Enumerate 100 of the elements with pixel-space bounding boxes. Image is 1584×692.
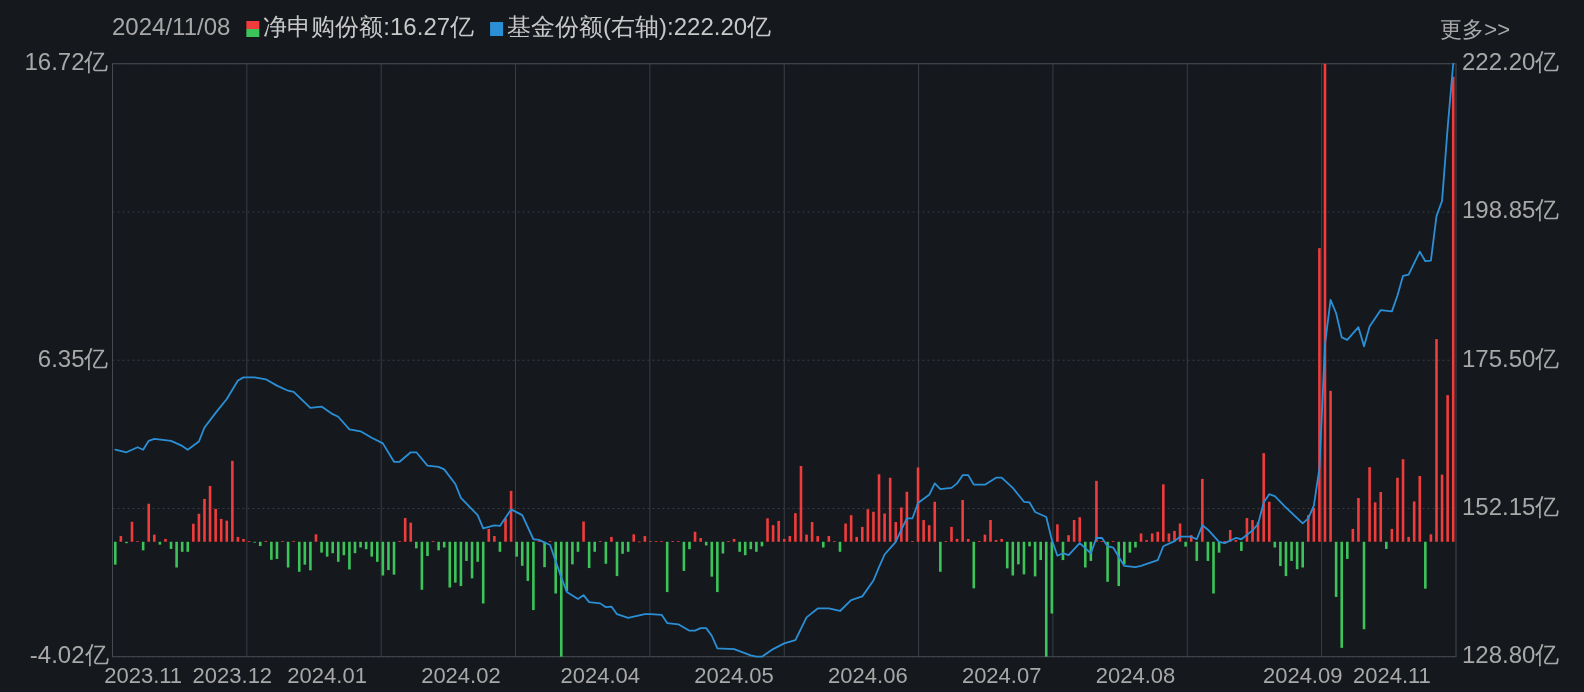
bar: [387, 541, 390, 571]
bar: [376, 541, 379, 562]
bar: [794, 513, 797, 542]
bar: [153, 534, 156, 542]
bar: [415, 541, 418, 549]
bar: [777, 520, 780, 542]
bar: [755, 541, 758, 552]
bar: [593, 541, 597, 552]
bar: [1407, 536, 1410, 542]
x-tick-label: 2024.08: [1095, 663, 1176, 688]
bar: [738, 541, 741, 552]
bar: [1134, 541, 1137, 548]
x-tick-label: 2024.01: [287, 663, 367, 688]
bar: [1039, 541, 1042, 561]
bar: [966, 538, 970, 542]
bar: [894, 522, 898, 542]
y2-tick-label: 222.20亿: [1462, 48, 1560, 76]
bar: [532, 541, 535, 611]
bar: [1418, 476, 1422, 542]
bar: [331, 541, 334, 554]
y-tick-label: 16.72亿: [24, 48, 109, 76]
bar: [1345, 541, 1349, 559]
bar: [336, 541, 340, 562]
bar: [821, 541, 825, 548]
bar: [409, 522, 413, 542]
bar: [214, 508, 217, 542]
bar: [1017, 541, 1020, 565]
bar: [465, 541, 468, 561]
bar: [1240, 541, 1243, 551]
bar: [437, 541, 440, 551]
bar: [487, 528, 491, 542]
bar: [1044, 541, 1048, 657]
x-tick-label: 2024.05: [694, 663, 774, 688]
x-tick-label: 2024.02: [421, 663, 501, 688]
legend-label: 净申购份额:16.27亿: [263, 13, 475, 41]
bar: [766, 518, 769, 542]
bar: [872, 511, 875, 542]
bar: [258, 541, 262, 547]
bar: [1435, 339, 1438, 542]
bar: [192, 523, 195, 542]
bar: [610, 536, 613, 542]
bar: [1106, 541, 1109, 582]
bar: [621, 541, 624, 554]
bar: [816, 536, 819, 542]
bar: [1117, 541, 1121, 587]
bar: [426, 541, 429, 557]
y2-tick-label: 175.50亿: [1462, 344, 1560, 372]
bar: [309, 541, 312, 571]
bar: [883, 513, 886, 542]
x-tick-label: 2024.04: [560, 663, 641, 688]
bar: [743, 541, 747, 556]
bar: [1212, 541, 1215, 594]
bar: [961, 500, 964, 542]
bar: [164, 538, 167, 542]
bar: [922, 520, 925, 542]
bar: [1357, 498, 1360, 542]
bar: [1162, 484, 1165, 542]
bar: [933, 501, 937, 542]
bar: [1156, 531, 1160, 542]
bar: [782, 538, 786, 542]
bar: [1201, 478, 1204, 542]
bar: [231, 460, 234, 542]
x-tick-label: 2023.12: [192, 663, 273, 688]
bar: [476, 541, 479, 562]
bar: [504, 518, 507, 542]
y2-tick-label: 128.80亿: [1462, 641, 1560, 669]
bar: [805, 534, 808, 542]
bar: [1005, 541, 1009, 569]
bar: [972, 541, 976, 589]
y2-tick-label: 152.15亿: [1462, 492, 1560, 520]
bar: [582, 521, 585, 542]
bar: [348, 541, 351, 570]
bar: [225, 520, 229, 542]
bar: [1340, 541, 1344, 648]
bar: [1262, 453, 1265, 542]
bar: [716, 541, 719, 593]
bar: [543, 541, 546, 568]
bar: [242, 538, 245, 542]
bar: [632, 534, 636, 542]
bar: [448, 541, 452, 588]
bar: [481, 541, 485, 604]
bar: [147, 503, 151, 542]
bar: [1184, 541, 1187, 547]
line-series: [114, 62, 1455, 658]
bar: [320, 541, 323, 553]
bar: [1451, 76, 1455, 542]
bar: [493, 536, 496, 542]
bar: [710, 541, 714, 577]
bar: [688, 541, 691, 550]
bar: [454, 541, 457, 583]
bar: [1078, 517, 1082, 542]
bar: [1195, 541, 1199, 561]
y2-tick-label: 198.85亿: [1462, 196, 1560, 224]
y-tick-label: 6.35亿: [37, 344, 109, 372]
x-tick-label: 2024.09: [1262, 663, 1343, 688]
bar: [1056, 524, 1059, 542]
bar: [113, 541, 117, 565]
bar: [1446, 395, 1449, 542]
bar: [844, 523, 847, 542]
bar: [861, 526, 864, 542]
